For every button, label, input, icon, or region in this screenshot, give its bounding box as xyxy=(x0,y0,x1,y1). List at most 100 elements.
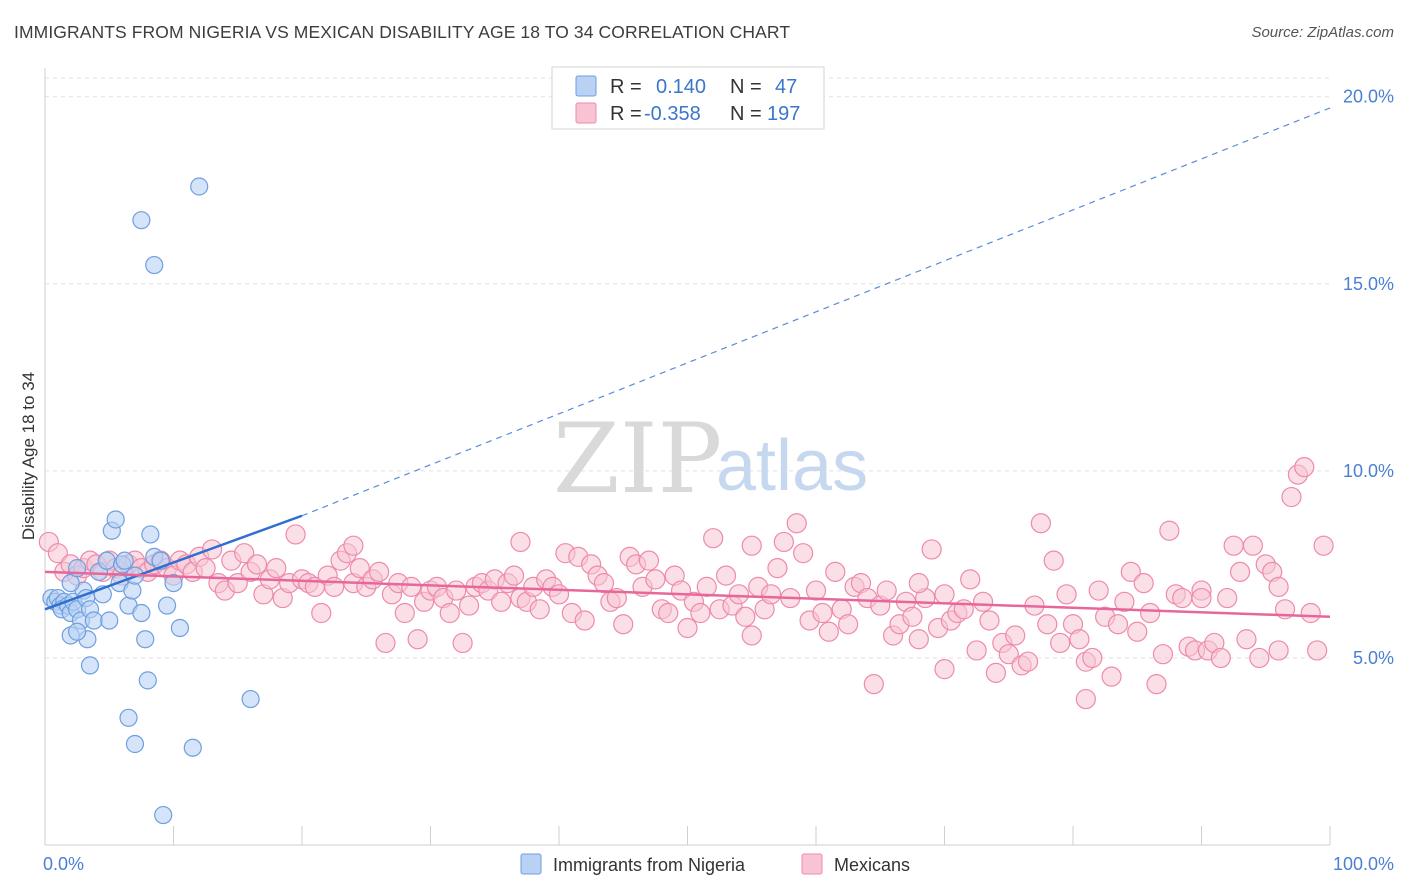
mexican-point xyxy=(401,576,422,597)
legend-r-value-2: -0.358 xyxy=(644,103,701,125)
mexican-point xyxy=(593,572,615,594)
mexican-point xyxy=(439,602,460,624)
mexican-point xyxy=(407,629,428,650)
series-mexicans xyxy=(38,457,1334,710)
mexican-point xyxy=(1043,550,1064,571)
legend-mexican-swatch xyxy=(575,102,597,124)
mexican-point xyxy=(1050,632,1071,654)
mexican-point xyxy=(812,602,833,624)
mexican-point xyxy=(741,625,762,646)
series-nigeria xyxy=(42,177,260,825)
mexican-point xyxy=(703,528,724,549)
nigeria-point xyxy=(164,573,183,593)
nigeria-point xyxy=(170,618,190,638)
mexican-point xyxy=(1223,535,1244,556)
mexican-point xyxy=(1017,651,1039,672)
mexican-point xyxy=(1146,674,1167,695)
mexican-point xyxy=(979,610,1000,631)
mexican-point xyxy=(613,614,634,635)
mexican-point xyxy=(985,662,1007,683)
mexican-point xyxy=(1249,647,1270,669)
nigeria-point xyxy=(119,708,138,727)
nigeria-point xyxy=(138,671,157,690)
mexican-point xyxy=(838,614,859,635)
nigeria-point xyxy=(183,738,202,757)
nigeria-point xyxy=(61,573,80,593)
mexican-point xyxy=(195,558,216,579)
nigeria-point xyxy=(154,805,173,825)
mexican-point xyxy=(491,591,512,612)
legend-top: R = 0.140 N = 47 R = -0.358 N = 197 xyxy=(551,66,825,130)
mexican-point xyxy=(741,535,762,556)
mexican-point xyxy=(369,561,390,582)
nigeria-trend-line xyxy=(44,514,303,611)
watermark: ZIP atlas xyxy=(553,403,868,515)
nigeria-point xyxy=(68,622,87,641)
nigeria-point xyxy=(97,551,116,570)
mexican-point xyxy=(908,572,929,594)
watermark-zip: ZIP xyxy=(553,403,722,515)
legend-nigeria-swatch xyxy=(575,75,597,97)
mexican-point xyxy=(1172,587,1193,609)
nigeria-point xyxy=(115,551,134,570)
mexican-point xyxy=(1082,647,1103,669)
mexican-point xyxy=(735,606,756,627)
mexican-point xyxy=(1139,602,1161,624)
trend-lines xyxy=(44,107,1331,619)
mexican-point xyxy=(47,543,68,564)
mexican-point xyxy=(773,531,794,553)
mexican-point xyxy=(966,640,987,661)
source-label: Source: ZipAtlas.com xyxy=(1251,24,1394,41)
mexican-point xyxy=(1300,602,1321,624)
mexican-point xyxy=(324,576,345,597)
mexican-point xyxy=(1101,666,1122,687)
mexican-point xyxy=(1281,486,1302,508)
legend-n-value-1: 47 xyxy=(775,76,797,98)
mexican-point xyxy=(548,584,570,605)
mexican-point xyxy=(728,584,750,605)
mexican-point xyxy=(805,580,827,601)
mexican-point xyxy=(1088,580,1109,601)
y-axis-label: Disability Age 18 to 34 xyxy=(19,372,38,540)
axes xyxy=(44,68,1331,846)
mexican-point xyxy=(234,543,255,564)
nigeria-point xyxy=(125,734,145,754)
nigeria-point xyxy=(132,211,151,230)
mexican-point xyxy=(793,543,814,564)
nigeria-point xyxy=(106,510,125,529)
mexican-point xyxy=(266,558,287,579)
nigeria-point xyxy=(123,581,142,600)
nigeria-point xyxy=(141,525,160,544)
x-tick-label-min: 0.0% xyxy=(43,854,84,874)
mexican-point xyxy=(1242,535,1264,556)
mexican-point xyxy=(343,535,364,556)
nigeria-point xyxy=(190,177,209,196)
legend-bottom-mexican-label: Mexicans xyxy=(834,855,910,875)
mexican-point xyxy=(690,602,711,624)
legend-top-box xyxy=(551,66,825,130)
mexican-point xyxy=(1210,647,1231,669)
mexican-point xyxy=(1191,587,1212,609)
mexican-point xyxy=(1307,640,1328,661)
legend-bottom-nigeria-label: Immigrants from Nigeria xyxy=(553,855,746,875)
legend-n-value-2: 197 xyxy=(767,103,800,125)
mexican-point xyxy=(1075,688,1096,710)
mexican-point xyxy=(1056,584,1077,605)
mexican-point xyxy=(1294,457,1315,478)
mexican-point xyxy=(1069,629,1090,650)
mexican-point xyxy=(1120,561,1141,582)
nigeria-trend-dashed xyxy=(301,107,1331,517)
mexican-point xyxy=(1313,535,1334,556)
mexican-point xyxy=(458,595,480,616)
mexican-point xyxy=(908,629,929,650)
nigeria-point xyxy=(145,255,164,275)
mexican-point xyxy=(606,587,627,609)
mexican-point xyxy=(1236,629,1257,650)
mexican-point xyxy=(574,610,595,631)
legend-n-label-1: N = xyxy=(730,76,762,98)
mexican-point xyxy=(1114,591,1135,612)
mexican-point xyxy=(1217,587,1238,609)
mexican-point xyxy=(529,599,550,620)
mexican-point xyxy=(1127,621,1148,642)
mexican-point xyxy=(786,513,807,534)
